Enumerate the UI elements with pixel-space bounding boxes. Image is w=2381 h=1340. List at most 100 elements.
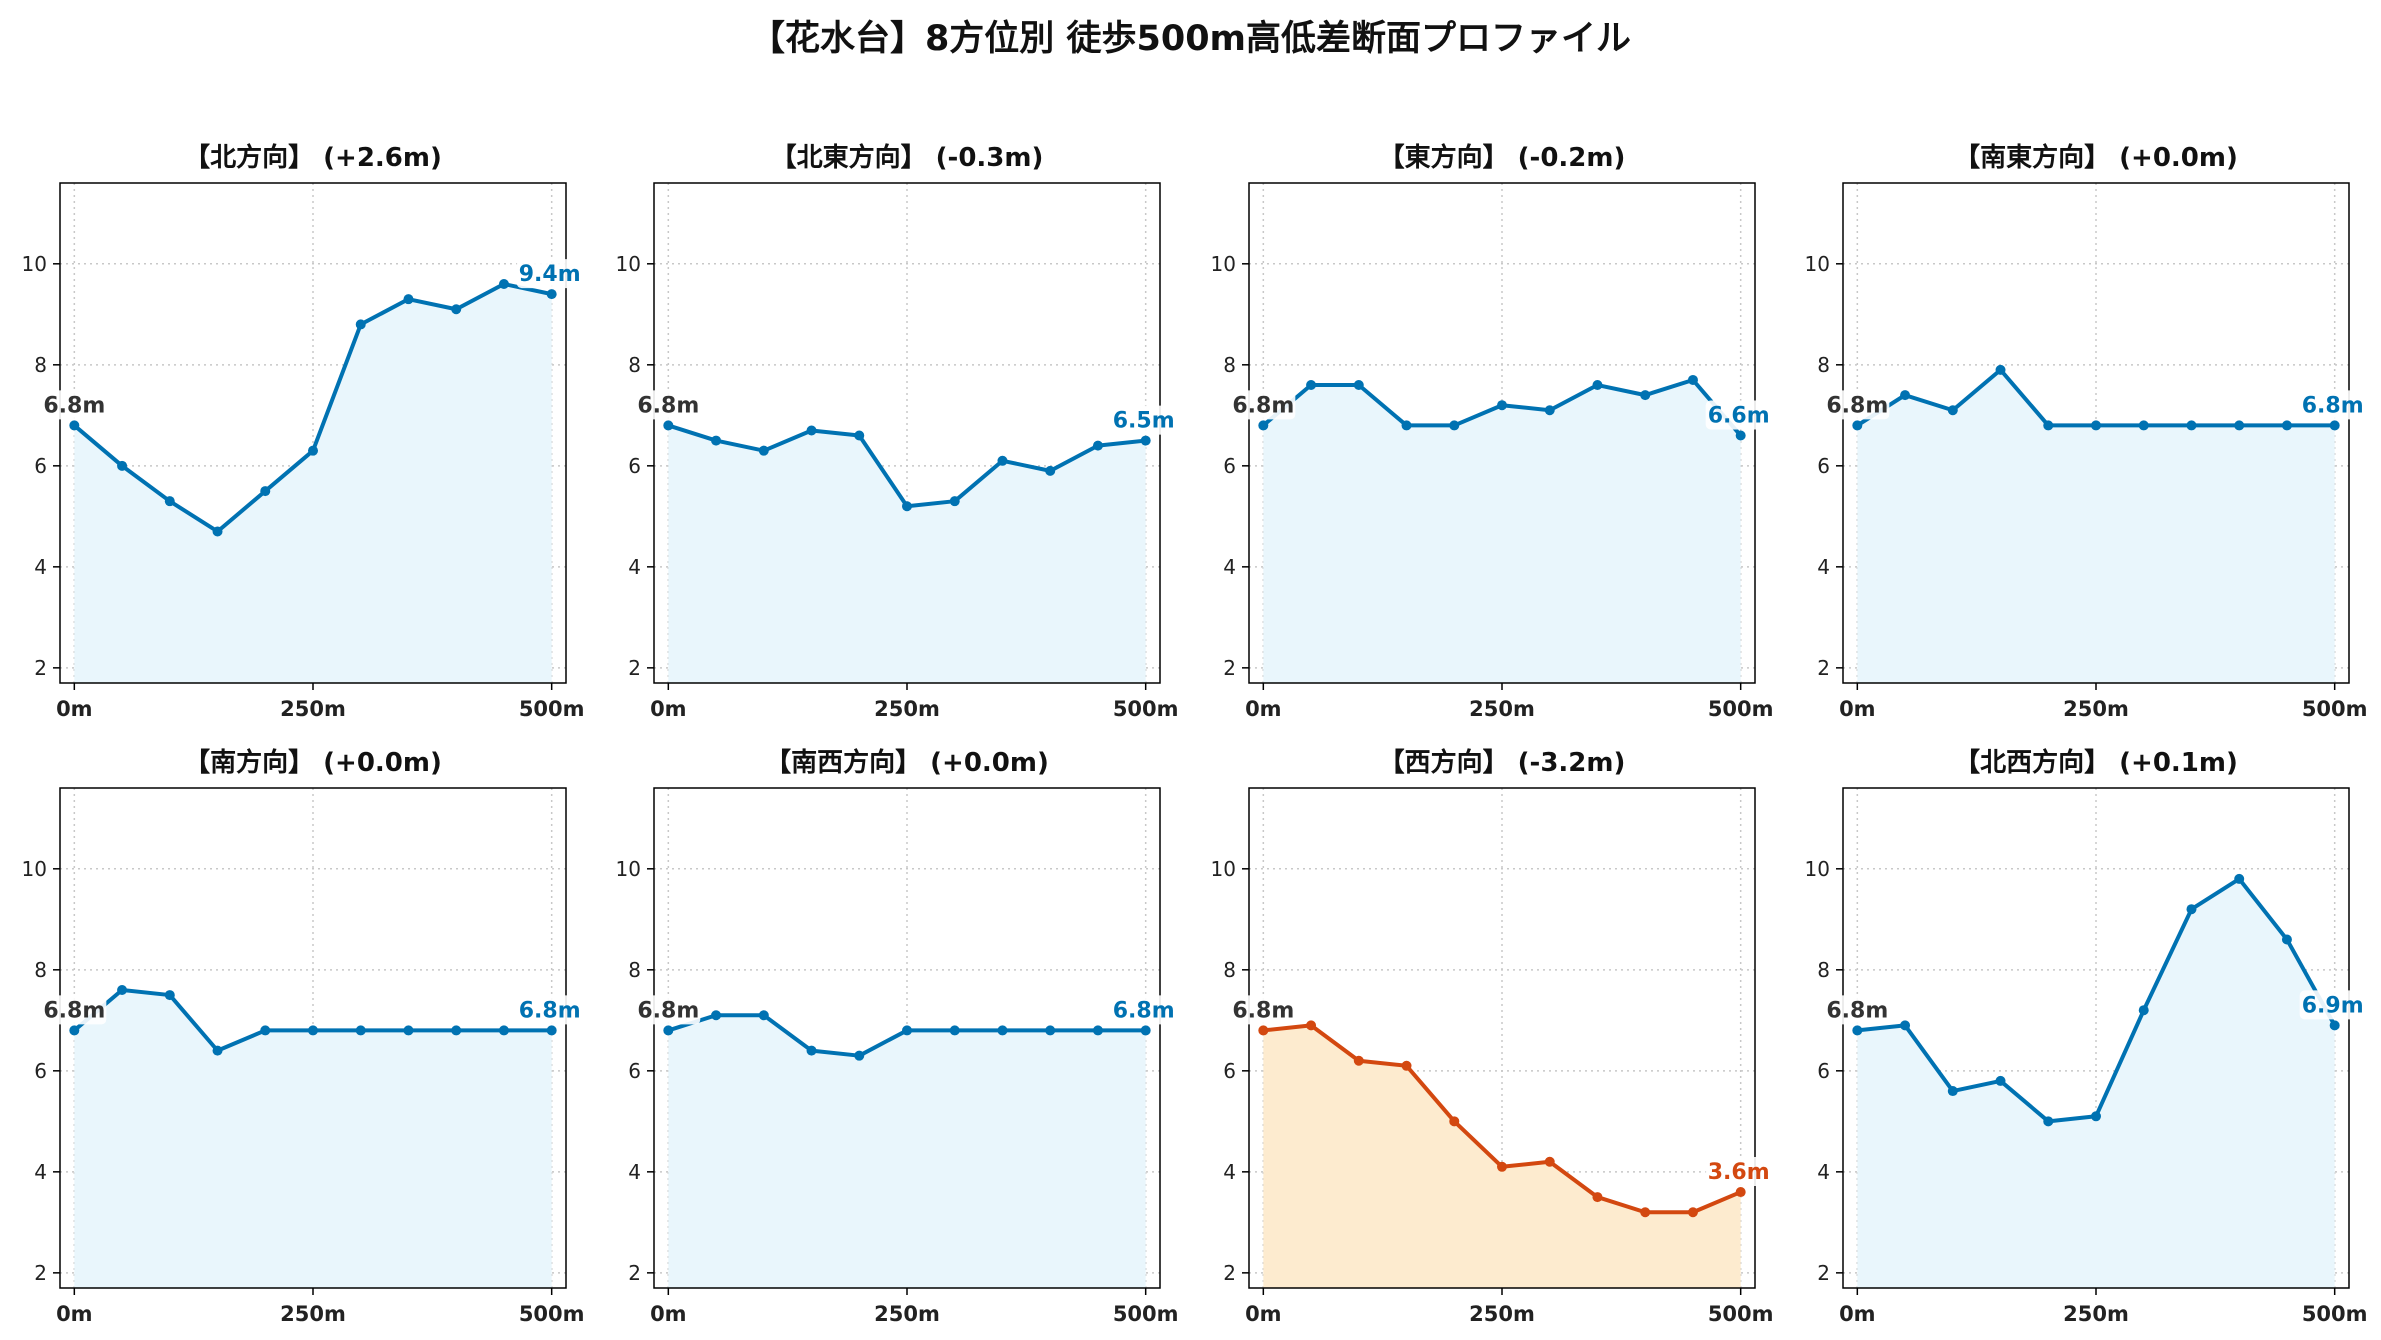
end-label-box xyxy=(1705,1157,1776,1187)
data-point xyxy=(1092,1025,1103,1036)
y-tick-label: 10 xyxy=(616,252,641,276)
y-tick-label: 4 xyxy=(34,555,47,579)
series-area xyxy=(1263,379,1741,683)
data-point xyxy=(1900,1020,1911,1031)
y-tick-label: 8 xyxy=(34,958,47,982)
data-point xyxy=(854,430,865,441)
x-tick-label: 0m xyxy=(1245,1302,1282,1326)
x-tick-label: 500m xyxy=(519,1302,585,1326)
data-point xyxy=(711,1010,722,1021)
data-point xyxy=(997,1025,1008,1036)
x-tick-label: 500m xyxy=(2302,1302,2368,1326)
data-point xyxy=(1497,1161,1507,1172)
data-point xyxy=(1401,1060,1412,1071)
start-label: 6.8m xyxy=(43,393,105,418)
data-point xyxy=(1592,1192,1603,1203)
data-point xyxy=(69,1025,80,1036)
y-tick-label: 2 xyxy=(34,656,47,680)
start-label: 6.8m xyxy=(637,393,699,418)
end-label: 3.6m xyxy=(1708,1160,1770,1185)
data-point xyxy=(2043,1116,2054,1127)
panel-1: 【北東方向】 (-0.3m) 0m 250m 500m 2 4 6 8 10 6.8m 6.5m xyxy=(616,142,1181,721)
data-point xyxy=(355,319,366,330)
y-tick-label: 4 xyxy=(628,1160,641,1184)
data-point xyxy=(260,1025,271,1036)
panel-3: 【南東方向】 (+0.0m) 0m 250m 500m 2 4 6 8 10 6.8m 6.8m xyxy=(1805,142,2370,721)
end-label-box xyxy=(2299,390,2370,420)
y-tick-label: 6 xyxy=(628,454,641,478)
y-tick-label: 6 xyxy=(1817,454,1830,478)
x-tick-label: 0m xyxy=(650,1302,687,1326)
panel-title: 【南東方向】 (+0.0m) xyxy=(1954,142,2238,173)
series-area xyxy=(668,425,1146,683)
start-label-box xyxy=(1231,390,1296,420)
data-point xyxy=(1045,465,1056,476)
data-point xyxy=(1687,374,1698,385)
y-tick-label: 6 xyxy=(1817,1059,1830,1083)
panel-7: 【北西方向】 (+0.1m) 0m 250m 500m 2 4 6 8 10 6.8m 6.9m xyxy=(1805,747,2370,1326)
y-tick-label: 8 xyxy=(1817,958,1830,982)
end-label-box xyxy=(1110,995,1181,1025)
data-point xyxy=(403,1025,414,1036)
x-tick-label: 250m xyxy=(1469,697,1535,721)
x-tick-label: 500m xyxy=(1113,1302,1179,1326)
y-tick-label: 2 xyxy=(1817,656,1830,680)
data-point xyxy=(69,420,80,431)
data-point xyxy=(1353,380,1364,391)
series-area xyxy=(1263,1025,1741,1288)
data-point xyxy=(2329,420,2340,431)
x-tick-label: 250m xyxy=(874,1302,940,1326)
x-tick-label: 250m xyxy=(280,697,346,721)
data-point xyxy=(949,496,960,507)
data-point xyxy=(1947,405,1958,416)
x-tick-label: 0m xyxy=(650,697,687,721)
data-point xyxy=(546,289,557,300)
x-tick-label: 500m xyxy=(1708,697,1774,721)
y-tick-label: 2 xyxy=(1817,1261,1830,1285)
panel-title: 【西方向】 (-3.2m) xyxy=(1379,747,1626,778)
y-tick-label: 2 xyxy=(34,1261,47,1285)
panel-0: 【北方向】 (+2.6m) 0m 250m 500m 2 4 6 8 10 6.8m 9.4m xyxy=(22,142,587,721)
x-tick-label: 250m xyxy=(1469,1302,1535,1326)
data-point xyxy=(1353,1055,1364,1066)
data-point xyxy=(663,1025,674,1036)
data-point xyxy=(758,1010,769,1021)
data-point xyxy=(2043,420,2054,431)
y-tick-label: 4 xyxy=(1223,1160,1236,1184)
y-tick-label: 8 xyxy=(1223,353,1236,377)
data-point xyxy=(2234,420,2245,431)
end-label-box xyxy=(516,995,587,1025)
start-label: 6.8m xyxy=(1232,998,1294,1023)
y-tick-label: 6 xyxy=(1223,1059,1236,1083)
panel-title: 【南方向】 (+0.0m) xyxy=(184,747,442,778)
y-tick-label: 6 xyxy=(34,454,47,478)
y-tick-label: 10 xyxy=(1211,857,1236,881)
start-label: 6.8m xyxy=(1826,998,1888,1023)
panel-6: 【西方向】 (-3.2m) 0m 250m 500m 2 4 6 8 10 6.8m 3.6m xyxy=(1211,747,1776,1326)
series-area xyxy=(1857,878,2335,1288)
y-tick-label: 10 xyxy=(1805,252,1830,276)
data-point xyxy=(1140,435,1151,446)
start-label: 6.8m xyxy=(1826,393,1888,418)
y-tick-label: 4 xyxy=(1817,1160,1830,1184)
data-point xyxy=(308,1025,318,1036)
start-label-box xyxy=(42,995,107,1025)
data-point xyxy=(1592,380,1603,391)
panel-title: 【北方向】 (+2.6m) xyxy=(184,142,442,173)
y-tick-label: 6 xyxy=(1223,454,1236,478)
data-point xyxy=(498,279,509,290)
data-point xyxy=(2234,873,2245,884)
y-tick-label: 6 xyxy=(628,1059,641,1083)
data-point xyxy=(546,1025,557,1036)
data-point xyxy=(1852,1025,1863,1036)
x-tick-label: 0m xyxy=(1839,697,1876,721)
data-point xyxy=(1092,440,1103,451)
data-point xyxy=(1045,1025,1056,1036)
y-tick-label: 4 xyxy=(1223,555,1236,579)
panel-2: 【東方向】 (-0.2m) 0m 250m 500m 2 4 6 8 10 6.8m 6.6m xyxy=(1211,142,1776,721)
data-point xyxy=(1306,1020,1317,1031)
data-point xyxy=(663,420,674,431)
data-point xyxy=(308,445,318,456)
panel-title: 【北東方向】 (-0.3m) xyxy=(771,142,1044,173)
